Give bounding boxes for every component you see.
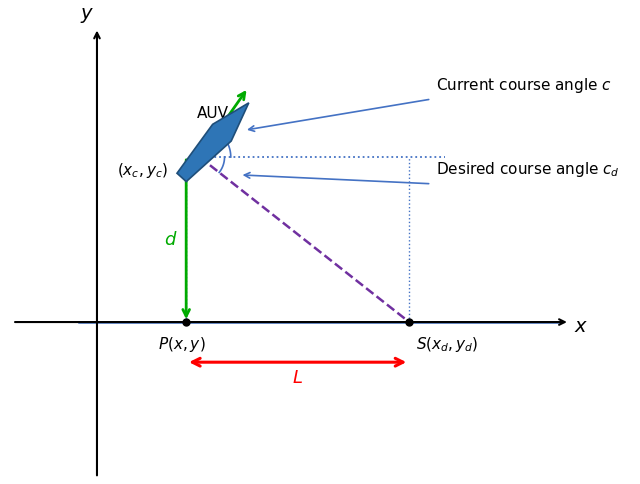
Text: x: x [574, 317, 586, 336]
Text: Desired course angle $c_d$: Desired course angle $c_d$ [436, 160, 620, 180]
Text: $(x_c,y_c)$: $(x_c,y_c)$ [117, 161, 168, 180]
Polygon shape [177, 103, 249, 182]
Text: Current course angle $c$: Current course angle $c$ [436, 76, 612, 94]
Text: L: L [292, 369, 303, 387]
Text: y: y [81, 4, 92, 23]
Text: d: d [164, 230, 175, 249]
Text: $S(x_d, y_d)$: $S(x_d, y_d)$ [416, 335, 479, 354]
Text: $P(x,y)$: $P(x,y)$ [158, 335, 205, 354]
Text: AUV: AUV [197, 106, 229, 121]
